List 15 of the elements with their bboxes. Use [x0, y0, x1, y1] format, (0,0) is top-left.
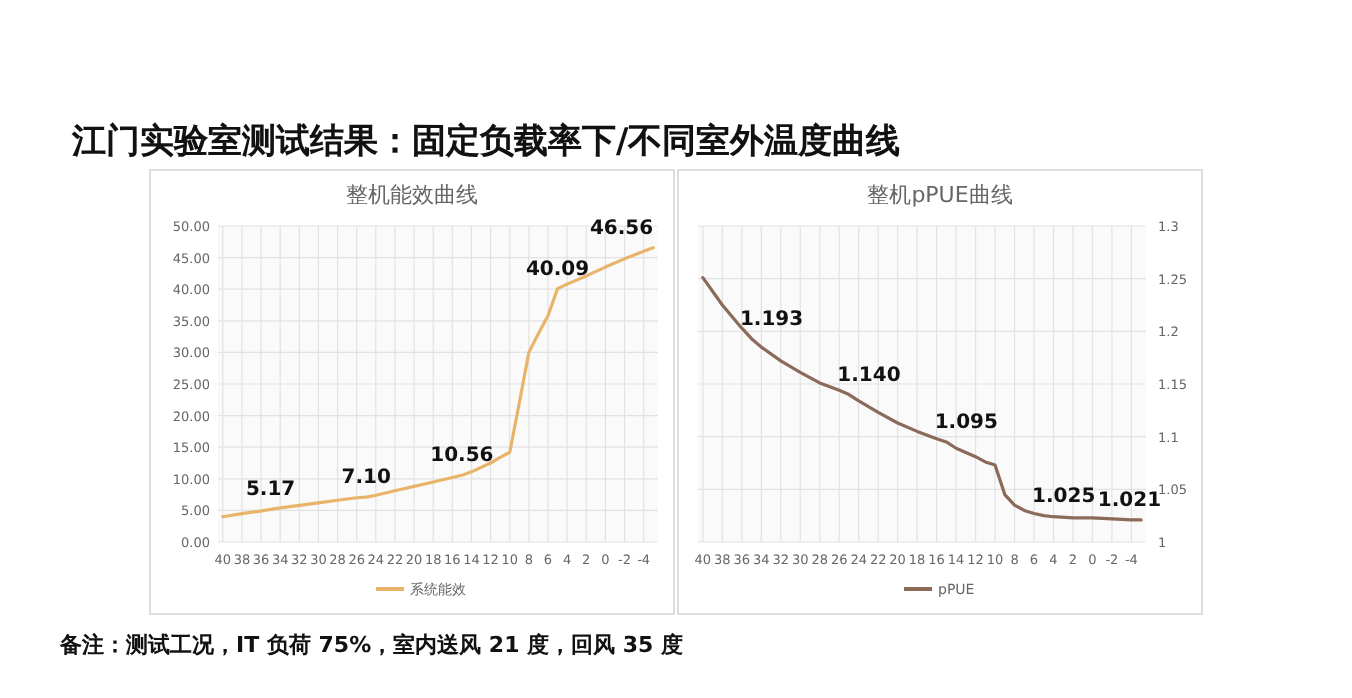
data-label: 5.17 [245, 479, 296, 502]
data-label: 10.56 [430, 445, 494, 468]
data-label: 46.56 [589, 217, 654, 240]
data-label: 1.193 [739, 308, 804, 331]
data-label: 40.09 [525, 258, 590, 281]
chart-title: 整机能效曲线 [346, 182, 478, 208]
chart-title: 整机pPUE曲线 [867, 182, 1013, 208]
data-label: 1.095 [934, 411, 999, 434]
data-label: 1.021 [1097, 489, 1162, 512]
text: 备注：测试工况，IT 负荷 75%，室内送风 21 度，回风 35 度 [58, 632, 684, 658]
line-series [221, 246, 655, 519]
data-label: 1.140 [837, 364, 901, 387]
data-label: 7.10 [341, 467, 391, 490]
data-label: 1.025 [1032, 485, 1096, 508]
text: 江门实验室测试结果：固定负载率下/不同室外温度曲线 [70, 122, 901, 162]
